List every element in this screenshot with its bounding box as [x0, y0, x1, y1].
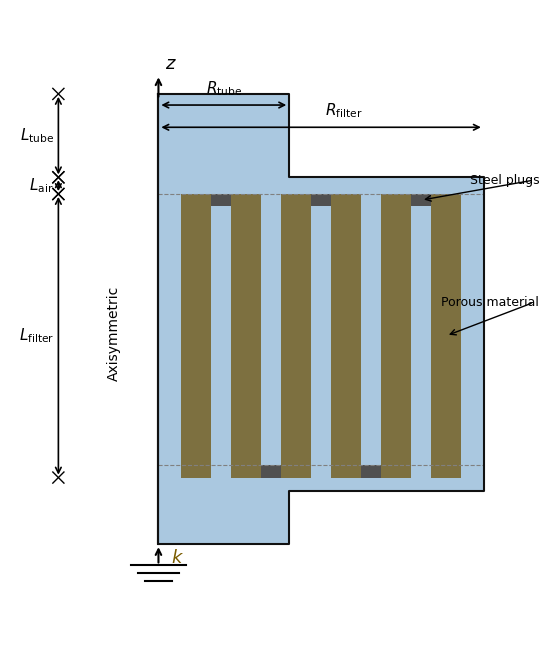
- Bar: [261, 466, 281, 478]
- Text: $R_{\mathrm{tube}}$: $R_{\mathrm{tube}}$: [206, 79, 242, 98]
- Bar: [181, 194, 211, 478]
- Bar: [431, 194, 461, 478]
- Text: $L_{\mathrm{air}}$: $L_{\mathrm{air}}$: [29, 176, 54, 195]
- Bar: [281, 194, 311, 478]
- Text: $k$: $k$: [171, 549, 183, 567]
- Bar: [361, 466, 381, 478]
- Text: $L_{\mathrm{tube}}$: $L_{\mathrm{tube}}$: [19, 127, 54, 145]
- Bar: [158, 492, 289, 544]
- Bar: [411, 194, 431, 206]
- Text: $L_{\mathrm{filter}}$: $L_{\mathrm{filter}}$: [18, 326, 54, 345]
- Bar: [331, 194, 361, 478]
- Bar: [158, 94, 289, 177]
- Text: Porous material: Porous material: [441, 296, 539, 309]
- Text: $R_{\mathrm{filter}}$: $R_{\mathrm{filter}}$: [325, 101, 362, 120]
- Text: $z$: $z$: [165, 55, 177, 73]
- Text: Steel plugs: Steel plugs: [470, 174, 539, 186]
- Bar: [311, 194, 331, 206]
- Bar: [211, 194, 231, 206]
- Bar: [231, 194, 261, 478]
- Text: Axisymmetric: Axisymmetric: [107, 285, 121, 381]
- Bar: [158, 177, 484, 492]
- Bar: [381, 194, 411, 478]
